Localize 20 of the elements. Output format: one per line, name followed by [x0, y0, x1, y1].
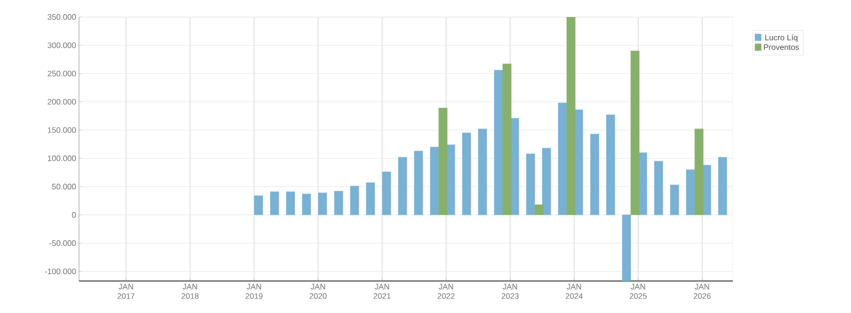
bar [382, 172, 392, 216]
bar [542, 148, 551, 216]
bar [558, 102, 567, 216]
bar [670, 184, 679, 216]
bar [430, 146, 439, 216]
bar [686, 169, 695, 216]
bar [334, 190, 344, 216]
bar [414, 150, 423, 216]
bar [462, 132, 471, 216]
bar [654, 161, 664, 216]
bar [350, 186, 359, 216]
bar [606, 114, 616, 216]
bar [318, 192, 327, 216]
bar [270, 192, 279, 216]
bar [478, 128, 487, 216]
bar [526, 154, 535, 216]
bar [398, 157, 407, 216]
bar [366, 182, 375, 216]
bar [286, 192, 295, 216]
bar [302, 194, 311, 216]
